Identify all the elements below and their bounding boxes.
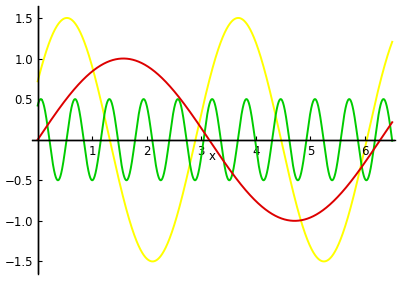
Text: x: x bbox=[209, 150, 216, 163]
